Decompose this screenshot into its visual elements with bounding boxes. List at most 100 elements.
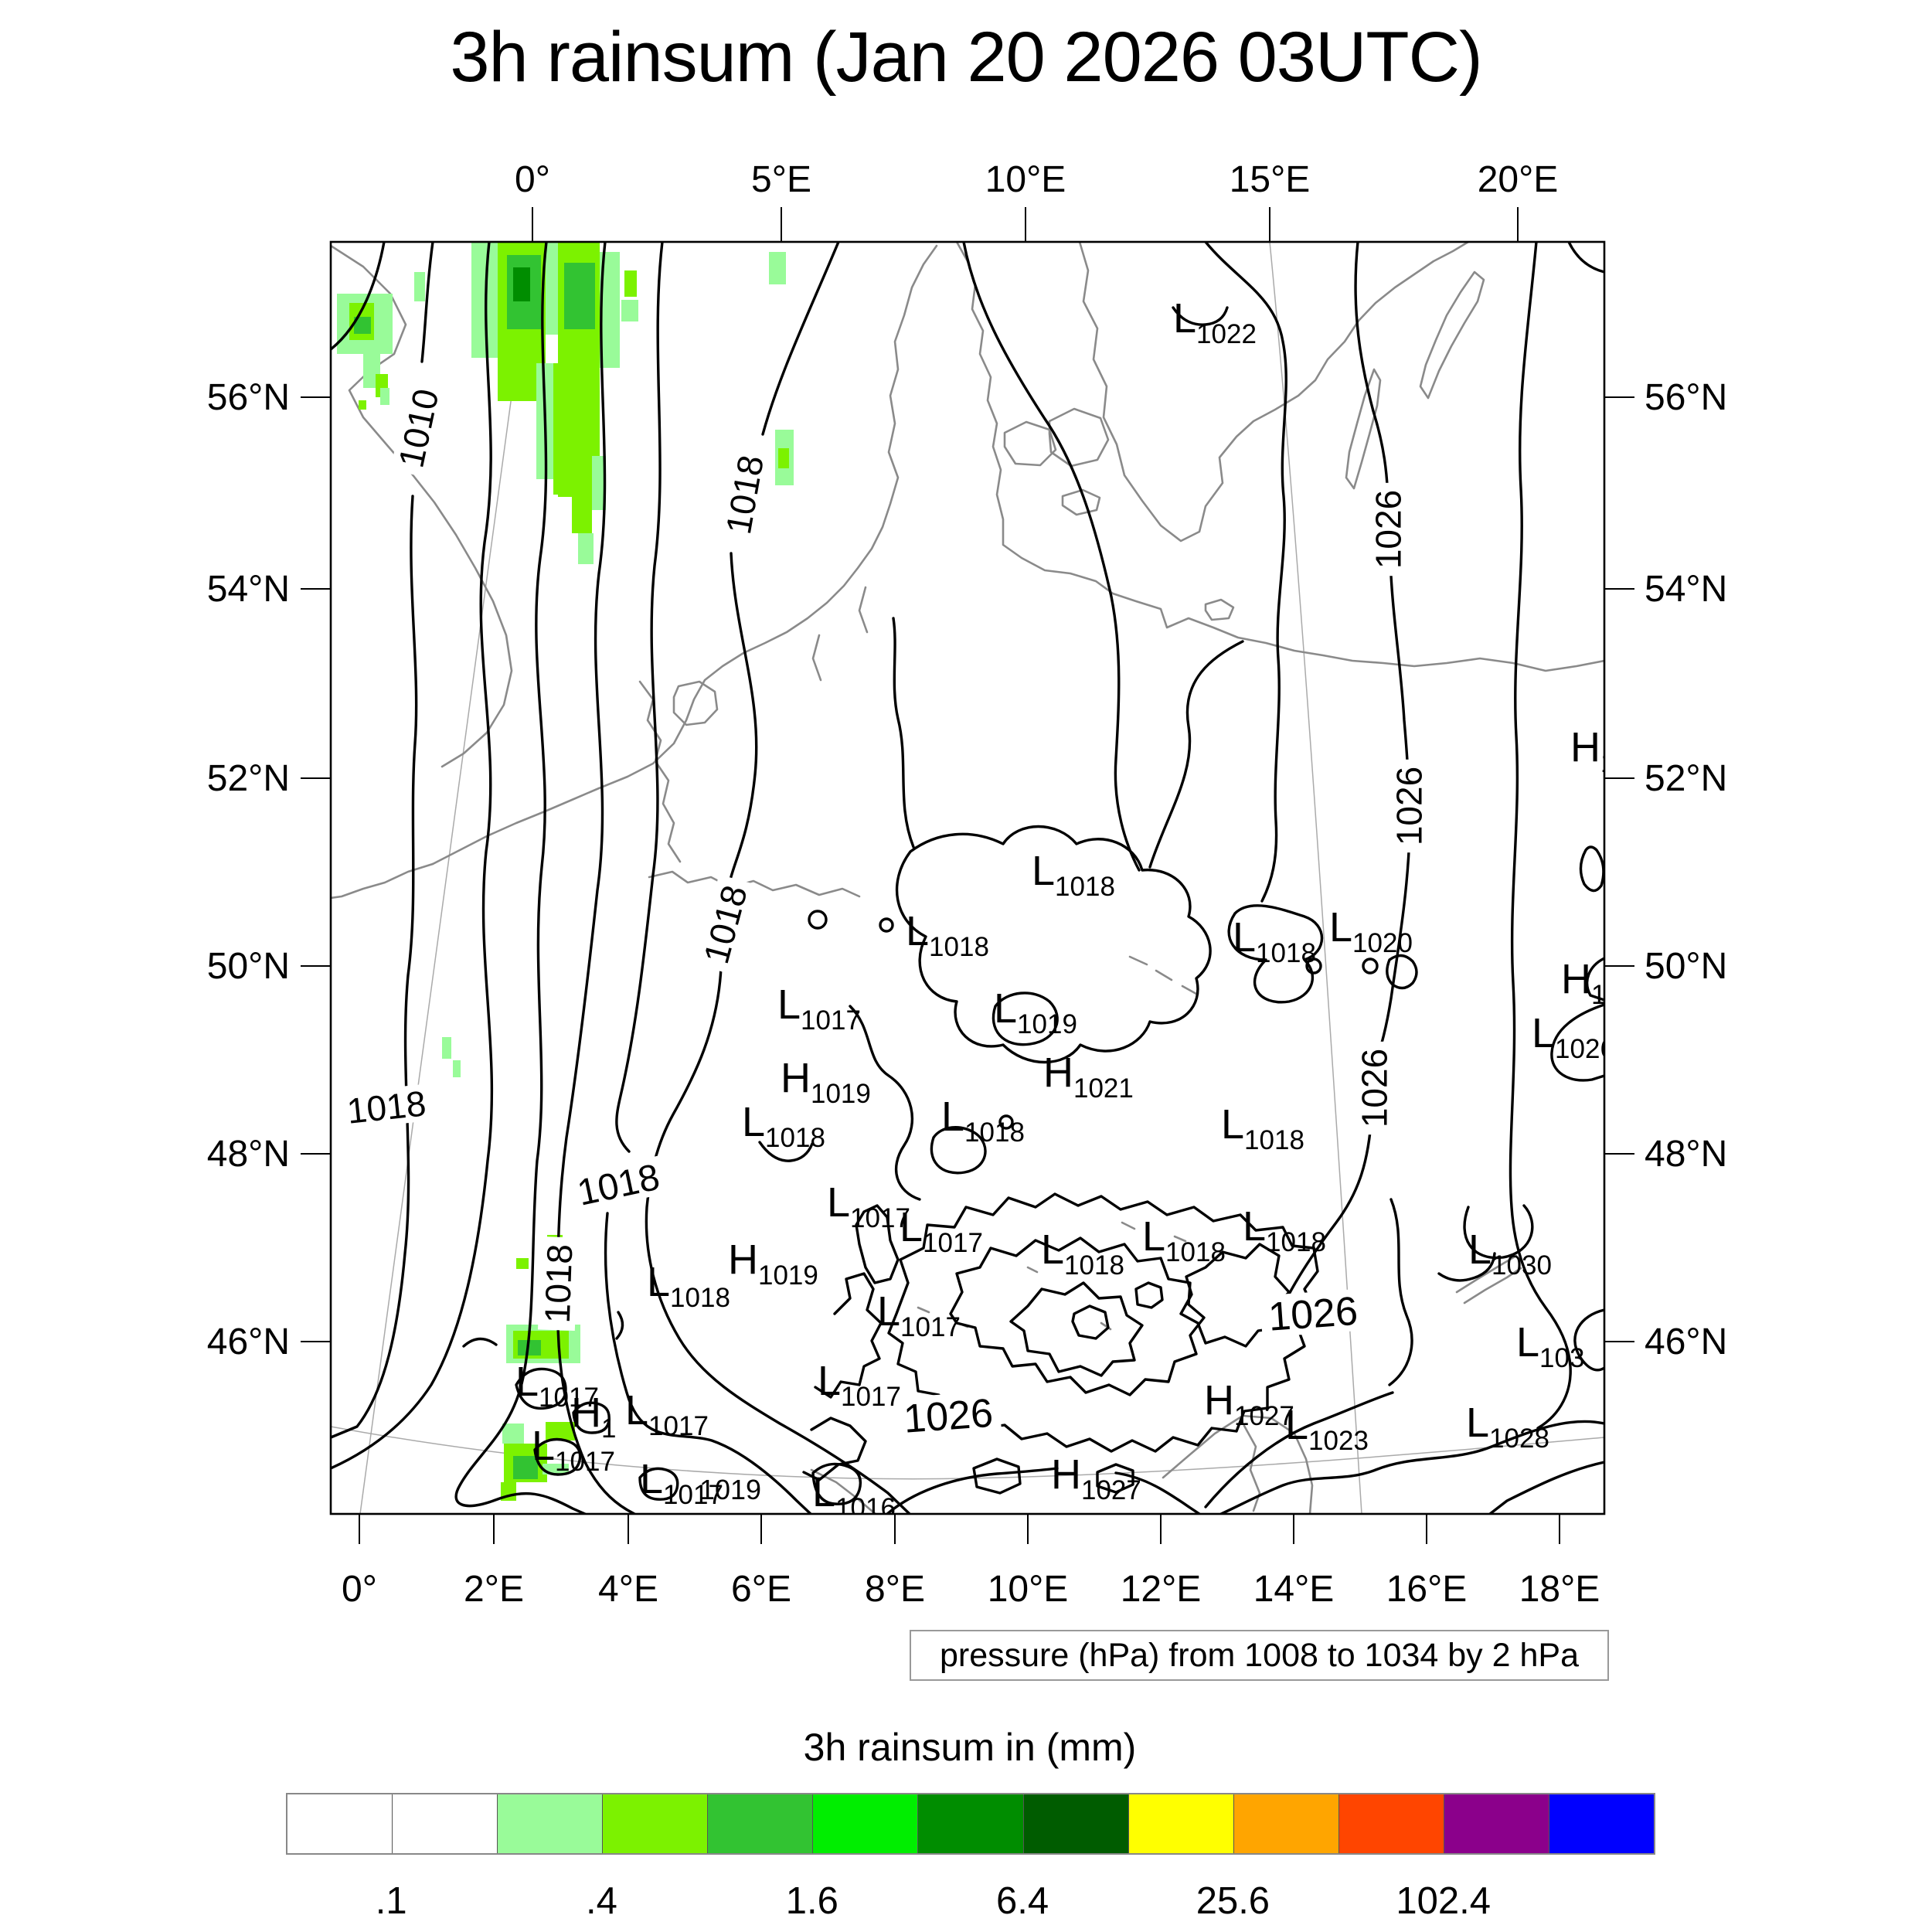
bottom-axis-label: 14°E (1253, 1569, 1335, 1610)
rain-cell (471, 242, 498, 358)
contour-value-label: 1018 (537, 1236, 580, 1331)
high-pressure-center: H10 (1561, 956, 1621, 1010)
river-elbe (858, 586, 869, 634)
colorbar-segment-0 (287, 1794, 393, 1853)
low-pressure-center: L1018 (906, 908, 989, 962)
low-pressure-center: L1017 (818, 1358, 901, 1412)
bottom-axis-label: 10°E (988, 1569, 1069, 1610)
colorbar-segment-7 (1022, 1794, 1128, 1853)
colorbar-tick-label: .1 (375, 1880, 407, 1922)
colorbar-segment-8 (1128, 1794, 1233, 1853)
svg-text:1018: 1018 (574, 1157, 663, 1214)
right-axis-label: 50°N (1645, 946, 1727, 987)
border-squiggle-1 (648, 870, 861, 898)
lake-ijsselmeer (672, 680, 719, 726)
high-pressure-center: H1027 (1204, 1377, 1294, 1431)
river-weser (811, 634, 822, 682)
low-pressure-center: L1017 (625, 1387, 709, 1441)
island-funen (1003, 420, 1057, 467)
colorbar-segment-5 (812, 1794, 918, 1853)
contour-value-label: 1026 (1259, 1288, 1367, 1340)
low-pressure-center: L1030 (1468, 1226, 1552, 1281)
graticule-lines (331, 242, 1604, 1514)
island-oland (1345, 368, 1382, 490)
colorbar (286, 1793, 1655, 1855)
rain-cell (572, 433, 592, 533)
axis-layer: 0° 5°E 10°E 15°E 20°E 0° 2°E 4°E 6°E 8°E 10°E 12°E 1… (207, 159, 1728, 1610)
rain-cell (513, 1456, 538, 1479)
rain-cell (546, 242, 558, 335)
bottom-axis-label: 4°E (598, 1569, 658, 1610)
bottom-axis-label: 0° (342, 1569, 377, 1610)
island-zealand (1048, 407, 1110, 468)
rain-cell (513, 267, 530, 301)
contour-value-label: 1026 (1389, 759, 1430, 853)
right-axis-label: 48°N (1645, 1134, 1727, 1175)
rain-cell (553, 363, 572, 495)
svg-text:1026: 1026 (1355, 1049, 1395, 1128)
low-pressure-center: L1017 (827, 1179, 910, 1233)
left-axis-label: 54°N (207, 569, 290, 610)
left-axis-label: 52°N (207, 758, 290, 799)
coast-france (331, 862, 434, 900)
rain-cell (518, 1340, 541, 1355)
contour-value-label: 1018 (566, 1155, 670, 1214)
coast-adriatic (1162, 1414, 1314, 1514)
coast-denmark-baltic (955, 242, 1604, 672)
colorbar-segment-12 (1548, 1794, 1655, 1853)
high-pressure-center: H1021 (1043, 1049, 1134, 1104)
colorbar-segment-4 (707, 1794, 813, 1853)
low-pressure-center: L1018 (1032, 848, 1115, 902)
rain-cell (516, 1258, 529, 1269)
colorbar-title: 3h rainsum in (mm) (803, 1726, 1137, 1769)
rain-cell (502, 1423, 524, 1444)
rain-cell (621, 300, 638, 321)
contour-value-label: 1018 (717, 445, 771, 544)
right-axis-label: 52°N (1645, 758, 1727, 799)
low-pressure-center: L1018 (1243, 1203, 1326, 1257)
rain-cell (380, 388, 389, 405)
top-axis-label: 15°E (1230, 159, 1311, 200)
contour-value-label: 1018 (695, 874, 755, 975)
coastline-layer (331, 242, 1604, 1514)
high-pressure-center: H1019 (781, 1055, 871, 1109)
colorbar-segment-6 (917, 1794, 1023, 1853)
svg-text:1010: 1010 (390, 386, 446, 471)
rain-cell (578, 533, 594, 564)
low-pressure-center: L1022 (1173, 295, 1257, 349)
svg-text:1019: 1019 (699, 1474, 761, 1505)
rain-cell (354, 317, 371, 334)
low-pressure-center: L1020 (1329, 904, 1413, 958)
high-pressure-center: H10 (1570, 724, 1631, 778)
high-pressure-center: H1 (571, 1389, 616, 1444)
rain-cell (778, 448, 789, 468)
low-pressure-center: L1017 (777, 981, 861, 1036)
bottom-axis-label: 8°E (865, 1569, 925, 1610)
bottom-axis-label: 16°E (1386, 1569, 1468, 1610)
svg-text:1018: 1018 (537, 1243, 580, 1324)
contour-label-layer: 1010 1018 1018 1018 1018 1018 1026 1026 1026 1026… (338, 379, 1430, 1505)
rain-layer (337, 242, 794, 1501)
colorbar-tick-label: 102.4 (1396, 1880, 1491, 1922)
rain-cell (592, 456, 606, 510)
svg-text:1018: 1018 (718, 452, 771, 537)
low-pressure-center: L103 (1516, 1319, 1584, 1373)
svg-text:1026: 1026 (1267, 1289, 1359, 1340)
colorbar-tick-label: 1.6 (785, 1880, 838, 1922)
contour-value-label: 1026 (1369, 482, 1409, 577)
low-pressure-center: L1016 (812, 1469, 896, 1523)
low-pressure-center: L1018 (1221, 1101, 1304, 1155)
map-frame (329, 240, 1606, 1515)
top-axis-label: 0° (515, 159, 550, 200)
rain-cell (442, 1037, 451, 1059)
left-axis-label: 46°N (207, 1321, 290, 1362)
svg-text:1018: 1018 (696, 881, 755, 968)
top-axis-label: 5°E (751, 159, 811, 200)
right-axis-label: 46°N (1645, 1321, 1727, 1362)
bottom-axis-label: 12°E (1121, 1569, 1202, 1610)
colorbar-segment-10 (1338, 1794, 1444, 1853)
low-pressure-center: L1028 (1466, 1400, 1549, 1454)
island-gotland (1419, 270, 1485, 400)
